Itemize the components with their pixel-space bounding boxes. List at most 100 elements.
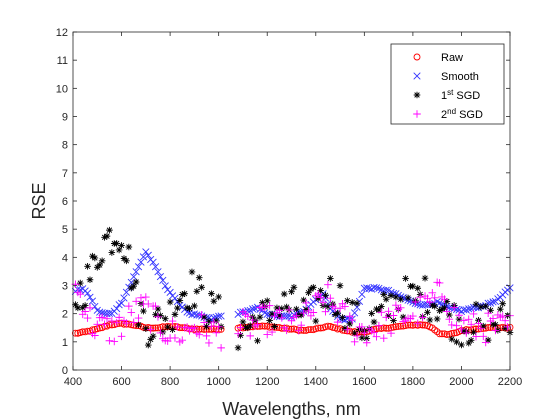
data-point (470, 328, 477, 336)
data-point (193, 288, 201, 295)
data-point (429, 302, 436, 309)
data-point (234, 344, 242, 352)
data-point (307, 326, 315, 333)
data-point (214, 322, 223, 331)
data-point (260, 303, 269, 312)
data-point (409, 312, 417, 320)
data-point (71, 329, 79, 337)
data-point (293, 305, 300, 313)
data-point (450, 303, 458, 312)
data-point (86, 293, 94, 301)
legend-label: 2nd SGD (441, 107, 483, 121)
legend-entry: Raw (413, 52, 463, 64)
legend-box (390, 43, 505, 125)
data-point (135, 321, 142, 329)
data-point (142, 248, 150, 256)
data-point (197, 310, 206, 319)
data-point (171, 334, 179, 342)
data-point (348, 316, 356, 324)
data-point (127, 321, 135, 329)
data-point (100, 320, 109, 329)
data-point (443, 307, 451, 316)
data-point (200, 313, 208, 321)
data-point (190, 323, 199, 332)
data-point (117, 299, 126, 307)
data-point (336, 304, 344, 313)
data-point (118, 242, 125, 249)
data-point (105, 336, 114, 345)
data-marks (71, 226, 514, 352)
data-point (198, 283, 205, 291)
data-point (353, 332, 361, 340)
data-point (499, 300, 507, 307)
y-tick-label: 10 (56, 83, 68, 95)
data-point (302, 299, 310, 307)
data-point (419, 321, 427, 329)
data-point (74, 304, 82, 312)
data-point (181, 290, 188, 297)
data-point (294, 326, 303, 335)
data-point (83, 289, 92, 297)
data-point (256, 313, 264, 321)
data-point (244, 312, 252, 321)
data-point (428, 324, 436, 332)
x-tick-label: 1200 (255, 376, 279, 388)
y-axis-label: RSE (29, 182, 49, 219)
data-point (101, 234, 108, 241)
data-point (212, 317, 220, 325)
data-point (384, 307, 393, 316)
data-point (329, 323, 337, 331)
data-point (277, 314, 286, 322)
data-point (93, 320, 102, 329)
data-point (203, 323, 210, 330)
data-point (161, 282, 169, 290)
data-point (249, 305, 257, 313)
data-point (103, 314, 111, 323)
data-point (91, 254, 99, 262)
data-point (479, 332, 488, 341)
data-point (443, 298, 451, 305)
x-tick-label: 400 (64, 376, 82, 388)
data-point (103, 232, 111, 240)
data-point (123, 257, 130, 265)
data-point (496, 324, 504, 332)
data-point (438, 330, 446, 338)
y-tick-label: 8 (62, 140, 68, 152)
data-point (426, 316, 434, 324)
data-point (297, 321, 306, 330)
data-point (377, 308, 386, 317)
data-point (321, 307, 330, 316)
data-point (450, 329, 458, 337)
data-point (79, 328, 87, 336)
data-point (501, 316, 509, 325)
data-point (258, 322, 266, 330)
data-point (370, 318, 378, 326)
data-point (183, 323, 191, 331)
data-point (278, 324, 286, 332)
data-point (317, 324, 325, 332)
data-point (254, 337, 261, 345)
data-point (253, 320, 262, 329)
data-point (142, 325, 150, 332)
data-point (413, 319, 422, 328)
data-point (142, 293, 150, 301)
data-point (154, 312, 162, 321)
data-point (353, 299, 361, 307)
data-point (416, 321, 424, 329)
data-point (467, 320, 475, 329)
data-point (455, 315, 463, 323)
data-point (452, 321, 461, 330)
data-point (276, 312, 283, 320)
y-tick-label: 0 (62, 365, 68, 377)
legend-entry: 2nd SGD (413, 107, 483, 121)
data-point (436, 307, 443, 314)
data-point (418, 313, 427, 322)
data-point (120, 294, 128, 302)
data-point (309, 308, 318, 317)
data-point (351, 329, 358, 337)
data-point (327, 275, 334, 282)
data-point (112, 318, 121, 327)
data-point (93, 264, 101, 271)
